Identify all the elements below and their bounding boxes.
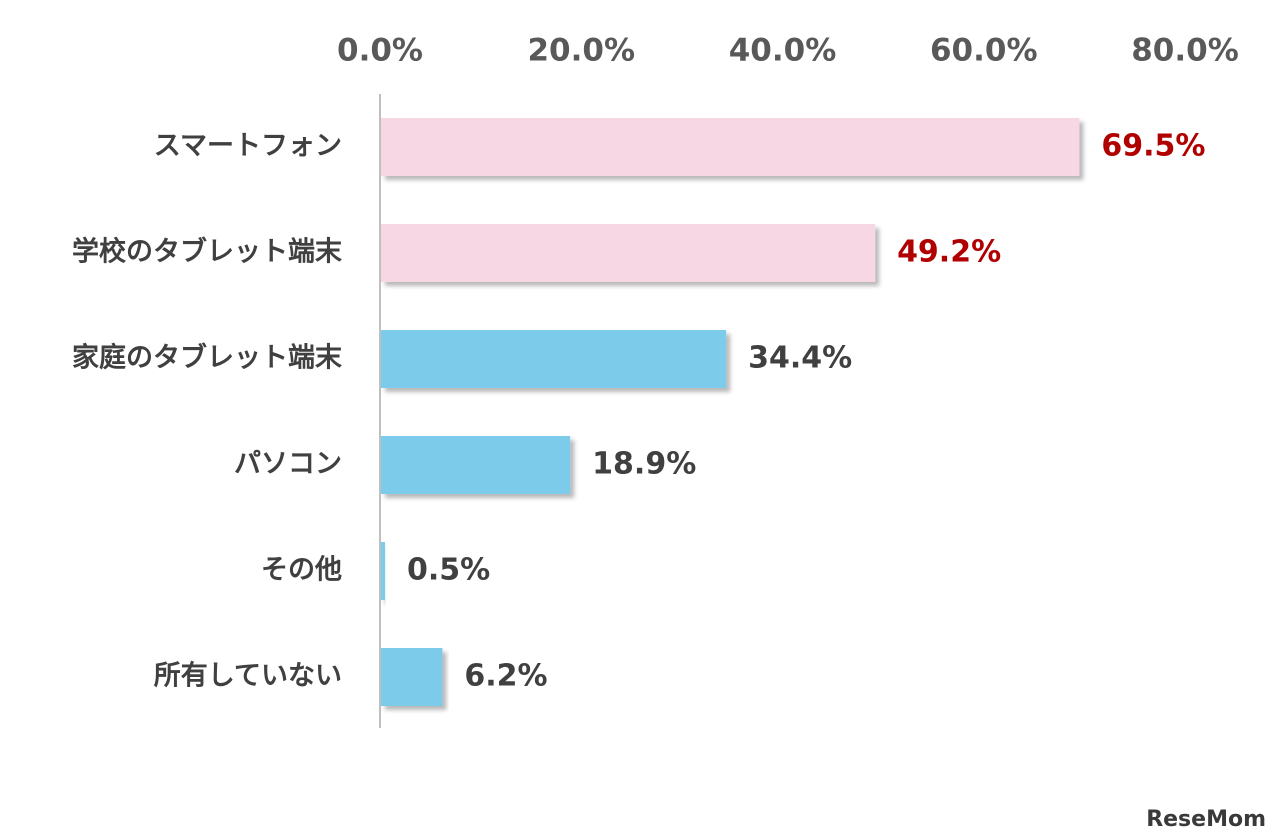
x-tick-label: 0.0% xyxy=(337,33,423,69)
x-tick-label: 20.0% xyxy=(527,33,635,69)
bars-group xyxy=(381,118,1080,706)
data-label: 0.5% xyxy=(407,553,490,588)
data-label: 18.9% xyxy=(592,447,696,482)
x-tick-label: 80.0% xyxy=(1131,33,1239,69)
data-label: 6.2% xyxy=(464,659,547,694)
category-label: 学校のタブレット端末 xyxy=(72,236,342,268)
bar xyxy=(381,542,386,600)
bar xyxy=(381,648,443,706)
x-tick-label: 40.0% xyxy=(729,33,837,69)
x-tick-label: 60.0% xyxy=(930,33,1038,69)
data-label: 34.4% xyxy=(748,341,852,376)
category-label: 所有していない xyxy=(154,661,342,692)
data-label: 69.5% xyxy=(1101,129,1205,164)
data-label: 49.2% xyxy=(897,235,1001,270)
bar xyxy=(381,118,1080,176)
bar xyxy=(381,330,727,388)
category-label: パソコン xyxy=(234,449,342,480)
x-axis-ticks: 0.0% 20.0% 40.0% 60.0% 80.0% xyxy=(337,33,1239,69)
category-label: 家庭のタブレット端末 xyxy=(72,342,342,374)
category-label: その他 xyxy=(261,555,342,586)
category-label: スマートフォン xyxy=(154,131,342,162)
watermark-logo: ReseMom xyxy=(1146,807,1266,832)
bar xyxy=(381,436,571,494)
data-labels: 69.5% 49.2% 34.4% 18.9% 0.5% 6.2% xyxy=(407,129,1205,694)
category-labels: スマートフォン学校のタブレット端末家庭のタブレット端末パソコンその他所有していな… xyxy=(72,131,342,692)
bar xyxy=(381,224,876,282)
